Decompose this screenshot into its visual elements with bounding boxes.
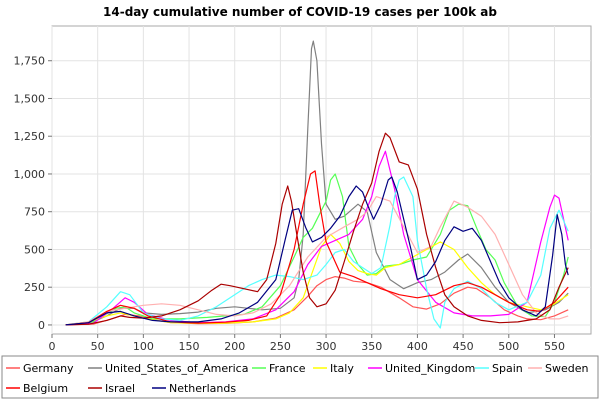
legend-label-united-states-of-america: United_States_of_America bbox=[105, 362, 248, 375]
y-tick-label: 1,250 bbox=[14, 130, 46, 143]
series-line-united-kingdom bbox=[65, 150, 569, 326]
legend-label-united-kingdom: United_Kingdom bbox=[385, 362, 475, 375]
series-line-netherlands bbox=[65, 176, 569, 326]
x-tick-label: 400 bbox=[407, 340, 428, 353]
x-tick-label: 550 bbox=[544, 340, 565, 353]
x-tick-label: 250 bbox=[270, 340, 291, 353]
legend-label-netherlands: Netherlands bbox=[169, 382, 236, 395]
axes: 0 250 500 750 1,000 1,250 1,500 1,750 0 50 100 150 2… bbox=[14, 55, 565, 353]
y-tick-label: 1,750 bbox=[14, 55, 46, 68]
x-tick-label: 50 bbox=[91, 340, 105, 353]
x-tick-label: 350 bbox=[361, 340, 382, 353]
y-tick-label: 750 bbox=[24, 206, 45, 219]
legend-box bbox=[1, 355, 599, 399]
y-tick-label: 500 bbox=[24, 243, 45, 256]
series-line-spain bbox=[65, 176, 569, 329]
x-tick-label: 0 bbox=[49, 340, 56, 353]
series-lines bbox=[65, 40, 569, 329]
y-tick-label: 1,000 bbox=[14, 168, 46, 181]
series-line-sweden bbox=[65, 196, 569, 326]
legend-label-france: France bbox=[269, 362, 306, 375]
legend-label-belgium: Belgium bbox=[23, 382, 68, 395]
series-line-france bbox=[65, 173, 569, 326]
legend-label-germany: Germany bbox=[23, 362, 74, 375]
x-tick-label: 200 bbox=[224, 340, 245, 353]
legend-label-israel: Israel bbox=[105, 382, 135, 395]
y-tick-label: 0 bbox=[38, 319, 45, 332]
x-tick-label: 450 bbox=[453, 340, 474, 353]
series-line-belgium bbox=[65, 170, 569, 326]
x-tick-label: 300 bbox=[316, 340, 337, 353]
legend-label-italy: Italy bbox=[330, 362, 354, 375]
y-tick-label: 1,500 bbox=[14, 92, 46, 105]
series-line-united-states-of-america bbox=[65, 40, 569, 326]
x-tick-label: 150 bbox=[179, 340, 200, 353]
chart-title: 14-day cumulative number of COVID-19 cas… bbox=[103, 5, 497, 19]
x-tick-label: 500 bbox=[498, 340, 519, 353]
plot-area bbox=[51, 25, 592, 335]
y-tick-label: 250 bbox=[24, 281, 45, 294]
legend: Germany United_States_of_America France Ita… bbox=[6, 362, 588, 395]
series-line-israel bbox=[65, 132, 569, 326]
x-tick-label: 100 bbox=[133, 340, 154, 353]
legend-label-sweden: Sweden bbox=[545, 362, 588, 375]
legend-label-spain: Spain bbox=[492, 362, 523, 375]
